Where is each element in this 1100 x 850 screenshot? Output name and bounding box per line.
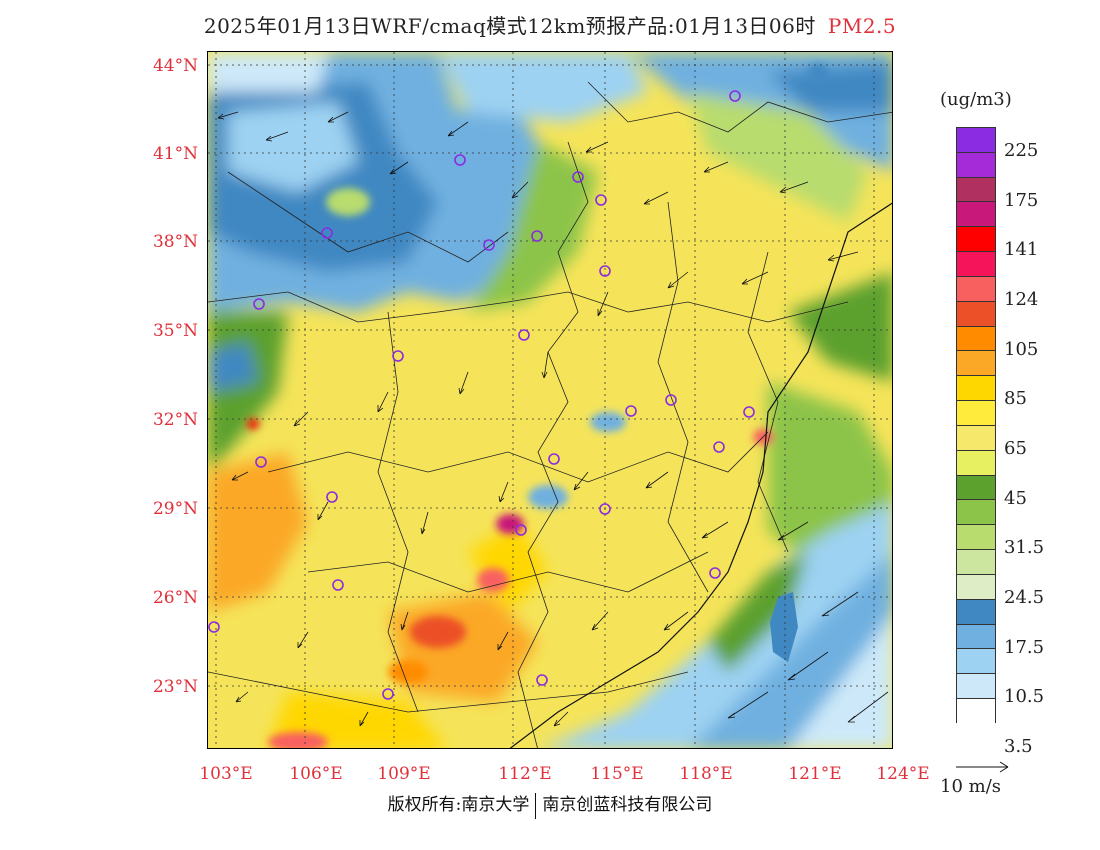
colorbar-segment [957,674,995,700]
colorbar-tick-label: 31.5 [1004,537,1045,559]
wind-vectors [217,111,889,727]
copyright-left: 版权所有:南京大学 [387,795,530,815]
lat-label-26n: 26°N [152,588,198,608]
lon-label-109e: 109°E [377,764,431,784]
colorbar-segment [957,550,995,575]
copyright-footer: 版权所有:南京大学 南京创蓝科技有限公司 [0,790,1100,819]
colorbar-segment [957,500,995,526]
lat-label-44n: 44°N [152,56,198,76]
colorbar-segment [957,450,995,476]
lon-label-115e: 115°E [590,764,644,784]
colorbar-tick-label: 225 [1004,139,1039,161]
colorbar-tick-label: 65 [1004,437,1027,459]
pollutant-label: PM2.5 [827,14,897,38]
lon-label-112e: 112°E [498,764,552,784]
colorbar-segment [957,202,995,228]
colorbar-tick-label: 124 [1004,288,1039,310]
colorbar-tick-label: 175 [1004,189,1039,211]
lat-label-41n: 41°N [152,144,198,164]
colorbar-unit: (ug/m3) [940,89,1012,110]
colorbar-tick-label: 24.5 [1004,586,1045,608]
pm25-map[interactable] [207,51,893,749]
colorbar-tick-label: 105 [1004,338,1039,360]
colorbar-tick-label: 85 [1004,388,1027,410]
footer-separator [535,792,537,819]
colorbar-segment [957,525,995,551]
copyright-right: 南京创蓝科技有限公司 [542,795,713,815]
lat-label-32n: 32°N [152,410,198,430]
colorbar-segment [957,252,995,277]
colorbar [956,127,996,724]
colorbar-segment [957,326,995,352]
pm25-field [208,52,892,748]
colorbar-segment [957,649,995,675]
lat-label-23n: 23°N [152,677,198,697]
colorbar-segment [957,351,995,377]
colorbar-segment [957,177,995,203]
map-title: 2025年01月13日WRF/cmaq模式12km预报产品:01月13日06时 P… [0,10,1100,39]
colorbar-segment [957,401,995,426]
colorbar-tick-label: 3.5 [1004,735,1033,757]
colorbar-segment [957,128,995,153]
wind-reference-label: 10 m/s [940,776,1001,797]
colorbar-segment [957,301,995,327]
coastline [509,202,892,748]
colorbar-segment [957,152,995,178]
wind-reference: 10 m/s [940,760,1014,797]
pm25-hotspots [247,64,828,748]
colorbar-segment [957,425,995,451]
lon-label-124e: 124°E [876,764,930,784]
lon-label-118e: 118°E [679,764,733,784]
lat-label-29n: 29°N [152,499,198,519]
colorbar-segment [957,699,995,724]
lat-label-35n: 35°N [152,321,198,341]
lon-label-106e: 106°E [289,764,343,784]
colorbar-segment [957,227,995,253]
colorbar-tick-label: 45 [1004,487,1027,509]
colorbar-segment [957,574,995,600]
colorbar-segment [957,376,995,402]
colorbar-tick-label: 17.5 [1004,636,1045,658]
lon-label-103e: 103°E [199,764,253,784]
title-text: 2025年01月13日WRF/cmaq模式12km预报产品:01月13日06时 [203,14,816,38]
colorbar-segment [957,624,995,650]
colorbar-tick-label: 10.5 [1004,686,1045,708]
taiwan-island [770,592,798,662]
province-boundaries [208,81,892,748]
colorbar-segment [957,475,995,501]
colorbar-tick-label: 141 [1004,239,1039,261]
lon-label-121e: 121°E [788,764,842,784]
wind-reference-arrow [956,761,1009,773]
colorbar-segment [957,599,995,625]
map-canvas [208,52,892,748]
city-markers [208,90,755,700]
lat-label-38n: 38°N [152,232,198,252]
colorbar-segment [957,276,995,302]
graticule [208,52,892,748]
